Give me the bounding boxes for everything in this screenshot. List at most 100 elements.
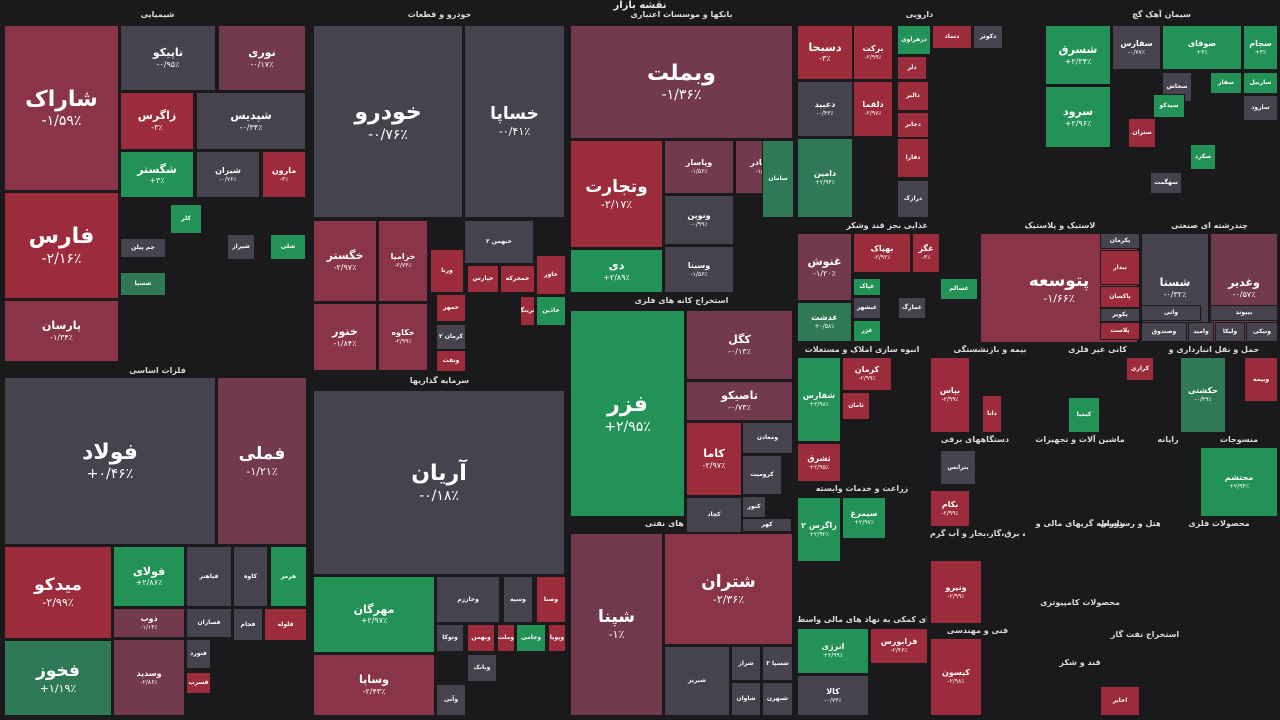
stock-tile[interactable]: خنور -۱/۸۴٪ [313,303,377,371]
stock-tile[interactable]: سرود +۲/۹۶٪ [1045,86,1111,148]
stock-tile[interactable]: وبانک-۲/۹۹٪ [467,654,497,682]
stock-tile[interactable]: دکوثر+۲/۹۹٪ [973,25,1003,49]
stock-tile[interactable]: غنوش -۱/۲۰٪ [797,233,852,301]
stock-tile[interactable]: دفارا-۲/۹۹٪ [897,138,929,178]
stock-tile[interactable]: وجامی+۲/۹۹٪ [516,624,546,652]
stock-tile[interactable]: شاراک -۱/۵۹٪ [4,25,119,191]
stock-tile[interactable]: کالا -۰/۷۳٪ [797,675,869,716]
stock-tile[interactable]: واتی-۰/۹۹٪ [1141,305,1201,321]
stock-tile[interactable]: برکت -۲/۹۹٪ [853,25,893,80]
stock-tile[interactable]: فرابورس -۲/۴۶٪ [870,628,928,664]
stock-tile[interactable]: شپنا -۱٪ [570,533,663,716]
stock-tile[interactable]: وپویا-۲/۹۹٪ [548,624,566,652]
stock-tile[interactable]: سفارس -۰/۷۷٪ [1112,25,1161,70]
stock-tile[interactable]: شسرق +۲/۳۴٪ [1045,25,1111,85]
stock-tile[interactable]: سیدکو-۲/۹۹٪ [1153,94,1185,118]
stock-tile[interactable]: پلاست-۰/۹۹٪ [1100,322,1140,340]
stock-tile[interactable]: شبهرن-۰/۹۹٪ [762,682,793,716]
stock-tile[interactable]: فسرب-۲/۹۹٪ [186,672,211,694]
stock-tile[interactable]: سجام +۳٪ [1243,25,1278,70]
stock-tile[interactable]: کرمان ۲-۰/۹۹٪ [436,324,466,350]
stock-tile[interactable]: درازک-۲/۹۹٪ [897,180,929,218]
stock-tile[interactable]: خودرو -۰/۷۶٪ [313,25,463,218]
stock-tile[interactable]: صوفای +۳٪ [1162,25,1242,70]
stock-tile[interactable]: فزر +۲/۹۵٪ [570,310,685,517]
stock-tile[interactable]: دجابر-۲/۹۹٪ [897,112,929,138]
stock-tile[interactable]: شسپا-۲/۹۹٪ [120,272,166,296]
stock-tile[interactable]: وپاسار -۱/۵۶٪ [664,140,734,194]
stock-tile[interactable]: بکام -۲/۹۹٪ [930,490,970,527]
stock-tile[interactable]: زاگرس ۲ +۲/۹۲٪ [797,497,841,562]
stock-tile[interactable]: شبریز-۰/۹۹٪ [664,646,730,716]
stock-tile[interactable]: میدکو -۲/۹۹٪ [4,546,112,639]
stock-tile[interactable]: حکشتی -۰/۴۹٪ [1180,357,1226,433]
stock-tile[interactable]: کهر-۰/۹۹٪ [742,518,792,532]
stock-tile[interactable]: وصنا-۲/۹۹٪ [536,576,566,623]
stock-tile[interactable]: تاصیکو -۰/۷۳٪ [686,381,793,421]
stock-tile[interactable]: کرمان -۲/۹۹٪ [842,357,892,391]
stock-tile[interactable]: سامان+۲/۹۷٪ [762,140,794,218]
stock-tile[interactable]: وسینا -۱/۵۶٪ [664,246,734,293]
stock-tile[interactable]: پاکسان-۲/۹۹٪ [1100,286,1140,308]
stock-tile[interactable]: بپیوند-۰/۹۹٪ [1210,305,1278,321]
stock-tile[interactable]: هرمز+۲/۹۶٪ [270,546,307,607]
stock-tile[interactable]: وتجارت -۲/۱۷٪ [570,140,663,248]
stock-tile[interactable]: وبملت -۱/۳۶٪ [570,25,793,139]
stock-tile[interactable]: فولای +۲/۸۶٪ [113,546,185,607]
stock-tile[interactable]: خاور-۲/۹۹٪ [536,255,566,295]
stock-tile[interactable]: وساپا -۲/۴۳٪ [313,654,435,716]
stock-tile[interactable]: فجام-۰/۹۹٪ [233,608,263,641]
stock-tile[interactable]: محتشم +۲/۹۴٪ [1200,447,1278,517]
stock-tile[interactable]: کاوه-۱/۷۶٪ [233,546,268,607]
stock-tile[interactable]: دامین +۲/۹۴٪ [797,138,853,218]
stock-tile[interactable]: خپارس-۲/۹۹٪ [467,265,499,293]
stock-tile[interactable]: آریان -۰/۱۸٪ [313,390,565,575]
stock-tile[interactable]: کنور-۰/۹۹٪ [742,496,766,518]
stock-tile[interactable]: مهرگان +۲/۹۷٪ [313,576,435,653]
stock-tile[interactable]: ثشرق +۲/۹۵٪ [797,443,841,482]
stock-tile[interactable]: کیسون -۲/۹۸٪ [930,638,982,716]
stock-tile[interactable]: ساربیل+۲/۹۹٪ [1243,72,1278,94]
stock-tile[interactable]: ونوین -۰/۹۹٪ [664,195,734,245]
stock-tile[interactable]: وصندوق-۰/۹۹٪ [1141,322,1187,342]
stock-tile[interactable]: کچاد-۰/۹۹٪ [686,497,742,533]
stock-tile[interactable]: شیراز-۰/۹۹٪ [227,234,255,260]
stock-tile[interactable]: غسالم-۰/۹۹٪ [940,278,978,300]
stock-tile[interactable]: دسبحا -۳٪ [797,25,853,80]
stock-tile[interactable]: فنورد-۲/۹۹٪ [186,639,211,669]
stock-tile[interactable]: ذوب -۱/۱۴٪ [113,608,185,638]
stock-tile[interactable]: خگستر -۲/۹۷٪ [313,220,377,302]
stock-tile[interactable]: غزر+۲/۹۹٪ [853,320,881,342]
stock-tile[interactable]: شگستر +۳٪ [120,151,194,198]
stock-tile[interactable]: شفارس +۲/۹۸٪ [797,357,841,442]
stock-tile[interactable]: فارس -۲/۱۶٪ [4,192,119,299]
stock-tile[interactable]: وسپه-۰/۹۹٪ [503,576,533,623]
stock-tile[interactable]: غبشهر-۰/۹۹٪ [853,297,881,319]
stock-tile[interactable]: وامید-۰/۹۹٪ [1188,322,1214,342]
stock-tile[interactable]: فخوز +۱/۱۹٪ [4,640,112,716]
stock-tile[interactable]: ستران+۲/۹۹٪ [1128,118,1156,148]
stock-tile[interactable]: انرژی +۲/۹۹٪ [797,628,869,674]
stock-tile[interactable]: شسپا ۲-۰/۹۹٪ [762,646,793,681]
stock-tile[interactable]: سفار+۲/۹۹٪ [1210,72,1242,94]
stock-tile[interactable]: وملت-۲/۹۹٪ [497,624,515,652]
stock-tile[interactable]: سهگمت-۰/۹۹٪ [1150,172,1182,194]
stock-tile[interactable]: کاما -۲/۹۷٪ [686,422,742,496]
stock-tile[interactable]: خرینگ-۲/۹۹٪ [520,296,535,326]
stock-tile[interactable]: زاگرس -۳٪ [120,92,194,150]
stock-tile[interactable]: شاوان-۰/۹۹٪ [731,682,761,716]
stock-tile[interactable]: فملی -۱/۲۱٪ [217,377,307,545]
stock-tile[interactable]: وسدید -۲/۸۶٪ [113,639,185,716]
stock-tile[interactable]: خاذین+۲/۹۹٪ [536,296,566,326]
stock-tile[interactable]: ونیرو -۲/۹۹٪ [930,560,982,624]
stock-tile[interactable]: وآتی-۰/۹۹٪ [436,684,466,716]
stock-tile[interactable]: شپدیس -۰/۳۴٪ [196,92,306,150]
stock-tile[interactable]: شراز-۰/۹۹٪ [731,646,761,681]
stock-tile[interactable]: ونیکی-۰/۹۹٪ [1246,322,1278,342]
stock-tile[interactable]: وخارزم-۲/۹۹٪ [436,576,500,623]
stock-tile[interactable]: بترانس-۰/۹۹٪ [940,450,976,485]
stock-tile[interactable]: فسازان-۰/۹۹٪ [186,608,232,638]
stock-tile[interactable]: شلی+۲/۹۹٪ [270,234,306,260]
stock-tile[interactable]: خزامیا -۲/۷۴٪ [378,220,428,302]
stock-tile[interactable]: شتران -۲/۳۶٪ [664,533,793,645]
